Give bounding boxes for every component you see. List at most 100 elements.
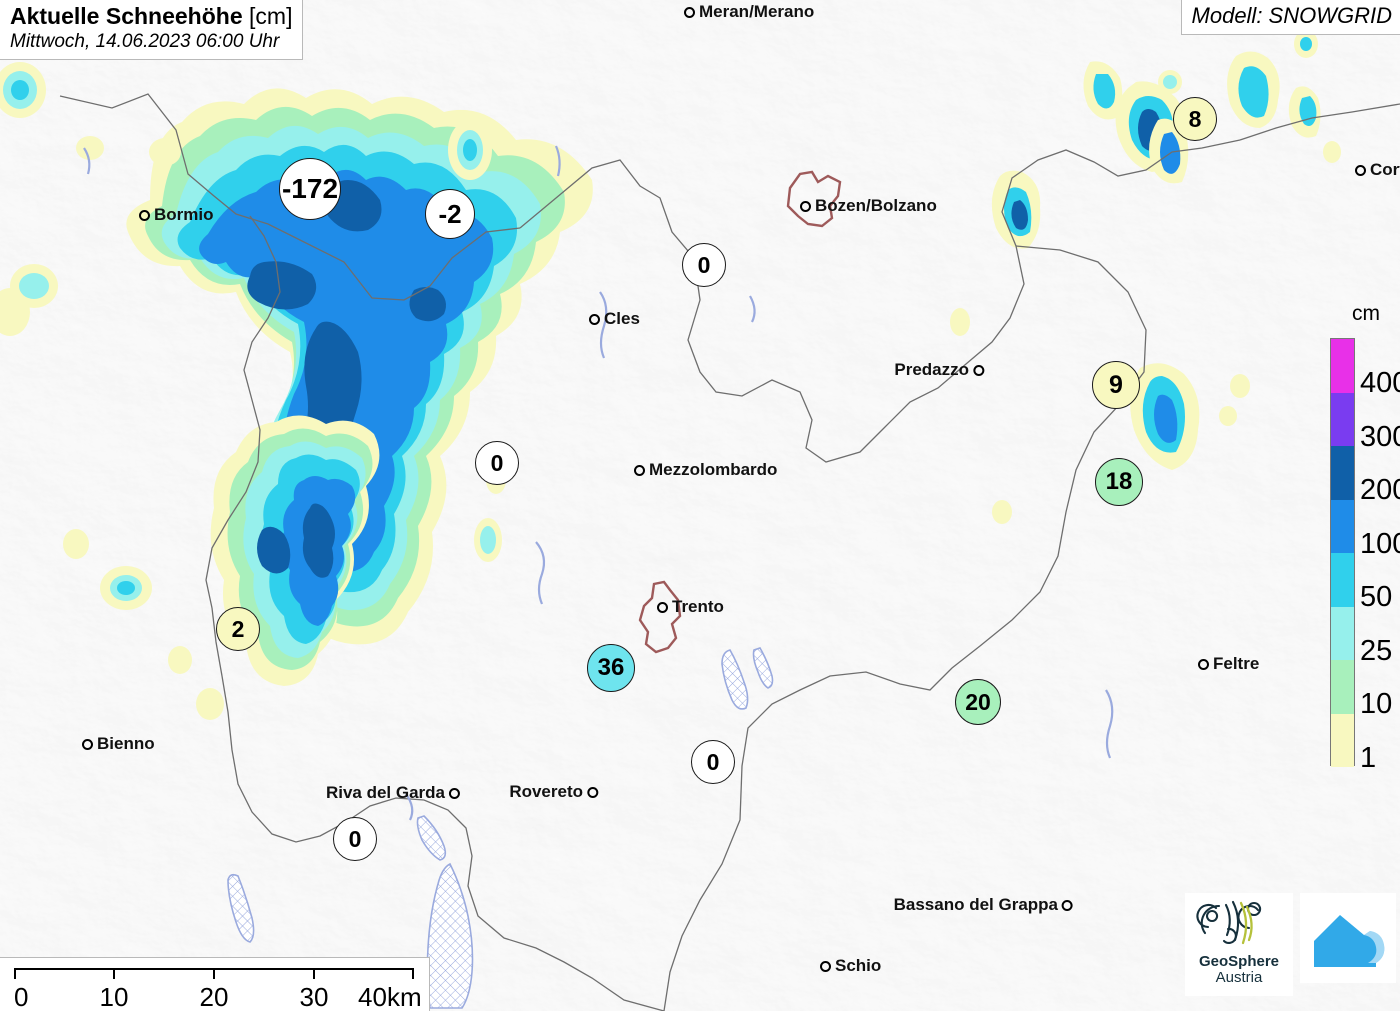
administrative-borders: [59, 93, 1400, 1011]
scalebar-tick: [213, 968, 215, 979]
station-value-marker[interactable]: 20: [955, 679, 1001, 725]
legend-tick-label: 400: [1360, 367, 1400, 400]
legend-band: [1331, 660, 1354, 714]
city-marker-icon: [634, 464, 645, 476]
legend-tick-label: 100: [1360, 527, 1400, 560]
city-label: Trento: [657, 597, 724, 617]
scalebar-tick: [113, 968, 115, 979]
city-marker-icon: [589, 313, 600, 325]
legend-unit-label: cm: [1352, 302, 1380, 325]
station-value-marker[interactable]: 36: [587, 644, 635, 692]
city-name: Meran/Merano: [699, 2, 815, 21]
legend-tick-label: 25: [1360, 634, 1393, 667]
city-label: Bormio: [139, 205, 214, 225]
geosphere-swirl-icon: [1196, 900, 1262, 945]
city-marker-icon: [657, 601, 668, 613]
scalebar-label: 10: [99, 982, 129, 1011]
city-name: Cles: [604, 309, 640, 328]
station-value-marker[interactable]: 2: [216, 607, 260, 651]
snow-field-east: [991, 51, 1321, 470]
city-label: Bassano del Grappa: [894, 895, 1073, 915]
legend-band: [1331, 339, 1354, 393]
station-value-marker[interactable]: 0: [691, 740, 735, 784]
city-label: Schio: [820, 956, 881, 976]
city-marker-icon: [449, 787, 460, 799]
legend-bar: [1330, 338, 1355, 767]
valid-time-subtitle: Mittwoch, 14.06.2023 06:00 Uhr: [10, 30, 280, 52]
model-label: Modell: SNOWGRID: [1191, 3, 1392, 28]
station-value-marker[interactable]: 9: [1092, 361, 1140, 409]
city-label: Bozen/Bolzano: [800, 196, 937, 216]
scalebar-tick: [14, 968, 16, 979]
scalebar: 0 10 20 30 40km: [14, 968, 422, 1011]
station-value-marker[interactable]: 0: [333, 817, 377, 861]
title-panel: Aktuelle Schneehöhe [cm] Mittwoch, 14.06…: [0, 0, 304, 60]
city-name: Bienno: [97, 734, 155, 753]
city-name: Riva del Garda: [325, 783, 445, 802]
mountain-peak-icon: [1314, 915, 1385, 967]
legend-tick-label: 300: [1360, 420, 1400, 453]
legend-band: [1331, 499, 1354, 553]
geosphere-logo-line1: GeoSphere: [1198, 953, 1280, 970]
legend-tick-label: 10: [1360, 688, 1393, 721]
city-marker-icon: [1062, 899, 1073, 911]
city-label: Rovereto: [509, 782, 598, 802]
city-name: Trento: [672, 597, 724, 616]
city-name: Bozen/Bolzano: [815, 196, 937, 215]
station-value-marker[interactable]: -2: [425, 189, 475, 239]
city-marker-icon: [1355, 164, 1366, 176]
city-label: Cortina: [1355, 160, 1400, 180]
mountain-peak-logo: [1300, 893, 1396, 983]
legend-band: [1331, 553, 1354, 607]
city-marker-icon: [684, 6, 695, 18]
scalebar-tick: [412, 968, 414, 979]
station-value-marker[interactable]: 0: [682, 243, 726, 287]
city-marker-icon: [587, 786, 598, 798]
city-marker-icon: [973, 364, 984, 376]
scalebar-label: 20: [199, 982, 229, 1011]
scalebar-tick: [313, 968, 315, 979]
legend-band: [1331, 392, 1354, 446]
title-unit: [cm]: [249, 3, 293, 29]
city-marker-icon: [800, 200, 811, 212]
city-name: Predazzo: [894, 360, 969, 379]
station-value-marker[interactable]: 0: [475, 441, 519, 485]
city-label: Riva del Garda: [326, 783, 460, 803]
city-name: Rovereto: [509, 782, 583, 801]
city-name: Cortina: [1370, 160, 1400, 179]
city-label: Mezzolombardo: [634, 460, 777, 480]
station-value-marker[interactable]: -172: [279, 158, 341, 220]
scalebar-label: 40km: [358, 982, 422, 1011]
station-value-marker[interactable]: 18: [1095, 458, 1143, 506]
city-label: Meran/Merano: [684, 2, 814, 22]
city-name: Mezzolombardo: [649, 460, 778, 479]
city-name: Schio: [835, 956, 882, 975]
geosphere-austria-logo: GeoSphere Austria: [1185, 893, 1293, 996]
city-label: Predazzo: [894, 360, 984, 380]
city-label: Bienno: [82, 734, 155, 754]
scalebar-panel: 0 10 20 30 40km: [0, 957, 430, 1011]
city-marker-icon: [82, 738, 93, 750]
legend-band: [1331, 446, 1354, 500]
city-name: Bormio: [154, 205, 214, 224]
scalebar-label: 0: [14, 982, 29, 1011]
scalebar-label: 30: [299, 982, 329, 1011]
geosphere-logo-line2: Austria: [1215, 968, 1263, 986]
model-panel: Modell: SNOWGRID: [1180, 0, 1400, 35]
legend-band: [1331, 713, 1354, 767]
city-boundary-outlines: [638, 170, 842, 654]
city-label: Feltre: [1198, 654, 1259, 674]
page-title: Aktuelle Schneehöhe [cm]: [10, 3, 293, 30]
city-label: Cles: [589, 309, 640, 329]
legend-tick-label: 200: [1360, 474, 1400, 507]
legend-tick-label: 50: [1360, 581, 1393, 614]
legend-colorbar: cm 400 300 200 100 50 25 10 1: [1322, 302, 1400, 772]
legend-tick-label: 1: [1360, 741, 1377, 774]
city-marker-icon: [820, 960, 831, 972]
city-name: Bassano del Grappa: [893, 895, 1058, 914]
station-value-marker[interactable]: 8: [1173, 97, 1217, 141]
title-text: Aktuelle Schneehöhe: [10, 3, 243, 29]
city-marker-icon: [1198, 658, 1209, 670]
